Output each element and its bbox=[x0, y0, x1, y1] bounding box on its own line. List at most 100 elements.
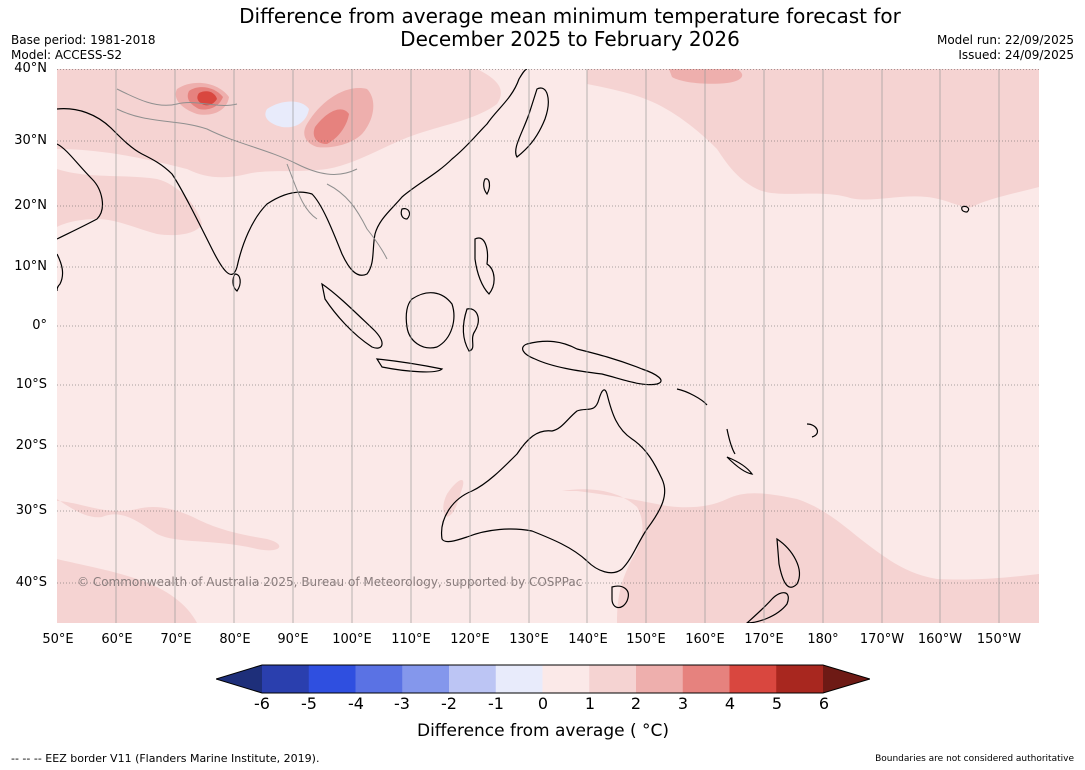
lon-label-160w: 160°W bbox=[917, 632, 963, 647]
legend-segment-below-min bbox=[216, 665, 262, 693]
lon-label-160e: 160°E bbox=[685, 632, 725, 647]
border-central-asia bbox=[116, 88, 238, 106]
lat-label-20s: 20°S bbox=[15, 438, 47, 453]
legend-segment bbox=[495, 665, 543, 693]
new-caledonia-outline bbox=[726, 456, 754, 475]
lon-label-120e: 120°E bbox=[450, 632, 490, 647]
legend-segment bbox=[776, 665, 824, 693]
anomaly-area-north-pacific-patch bbox=[669, 69, 743, 84]
lon-label-130e: 130°E bbox=[509, 632, 549, 647]
lat-label-10n: 10°N bbox=[14, 259, 47, 274]
legend-segment-above-max bbox=[823, 665, 870, 693]
lon-label-60e: 60°E bbox=[101, 632, 133, 647]
lon-label-70e: 70°E bbox=[160, 632, 192, 647]
legend-title: Difference from average ( °C) bbox=[416, 721, 670, 741]
coastlines bbox=[57, 69, 970, 623]
base-period: Base period: 1981-2018 bbox=[11, 33, 156, 47]
lon-label-90e: 90°E bbox=[277, 632, 309, 647]
lon-label-150e: 150°E bbox=[626, 632, 666, 647]
meta-left: Base period: 1981-2018 Model: ACCESS-S2 bbox=[11, 33, 156, 63]
border-india-myanmar bbox=[286, 163, 318, 220]
sri-lanka-outline bbox=[232, 273, 241, 292]
country-borders bbox=[116, 88, 388, 260]
lat-label-40s: 40°S bbox=[15, 575, 47, 590]
title-line-2: December 2025 to February 2026 bbox=[400, 27, 740, 51]
lon-label-170e: 170°E bbox=[744, 632, 784, 647]
meta-right: Model run: 22/09/2025 Issued: 24/09/2025 bbox=[937, 33, 1074, 63]
japan-outline bbox=[515, 87, 549, 158]
africa-outline bbox=[57, 253, 64, 292]
lon-label-50e: 50°E bbox=[42, 632, 74, 647]
border-himalaya bbox=[116, 108, 358, 175]
legend-tick: 1 bbox=[584, 694, 596, 713]
lon-label-140e: 140°E bbox=[568, 632, 608, 647]
sumatra-outline bbox=[321, 282, 383, 349]
lat-label-40n: 40°N bbox=[14, 61, 47, 76]
java-outline bbox=[375, 358, 444, 373]
new-zealand-south bbox=[746, 592, 789, 623]
lat-label-30s: 30°S bbox=[15, 503, 47, 518]
legend-tick: 3 bbox=[677, 694, 689, 713]
legend-tick: 2 bbox=[630, 694, 642, 713]
anomaly-area-india bbox=[57, 169, 202, 236]
issued-date: Issued: 24/09/2025 bbox=[958, 48, 1074, 62]
lat-label-0: 0° bbox=[32, 318, 47, 333]
solomon-islands bbox=[676, 388, 708, 406]
legend-segment bbox=[449, 665, 497, 693]
legend-segments bbox=[216, 665, 870, 693]
legend-segment bbox=[636, 665, 684, 693]
legend-tick: 4 bbox=[724, 694, 736, 713]
anomaly-area-north-pacific bbox=[587, 69, 1039, 208]
legend-segment bbox=[682, 665, 730, 693]
lon-label-80e: 80°E bbox=[219, 632, 251, 647]
arabia-outline bbox=[57, 143, 104, 240]
lat-label-10s: 10°S bbox=[15, 377, 47, 392]
legend-tick: 6 bbox=[818, 694, 830, 713]
eez-footnote: -- -- -- EEZ border V11 (Flanders Marine… bbox=[11, 752, 320, 765]
anomaly-areas bbox=[57, 69, 1039, 623]
lat-label-30n: 30°N bbox=[14, 133, 47, 148]
legend-tick: -1 bbox=[488, 694, 504, 713]
legend-segment bbox=[355, 665, 403, 693]
legend-segment bbox=[589, 665, 637, 693]
chart-title: Difference from average mean minimum tem… bbox=[0, 5, 1085, 51]
taiwan-outline bbox=[483, 178, 491, 196]
vanuatu-islands bbox=[726, 428, 736, 455]
legend-segment bbox=[542, 665, 590, 693]
sulawesi-outline bbox=[462, 308, 479, 352]
legend-segment bbox=[729, 665, 777, 693]
new-guinea-outline bbox=[522, 340, 662, 386]
anomaly-area-south-west-pacific bbox=[562, 489, 1039, 623]
boundary-disclaimer: Boundaries are not considered authoritat… bbox=[875, 754, 1074, 764]
forecast-map: © Commonwealth of Australia 2025, Bureau… bbox=[57, 69, 1039, 623]
fiji-islands bbox=[806, 423, 819, 438]
legend-segment bbox=[402, 665, 450, 693]
lat-label-20n: 20°N bbox=[14, 198, 47, 213]
legend-tick: -3 bbox=[394, 694, 410, 713]
anomaly-area-cool bbox=[265, 101, 309, 128]
lon-label-100e: 100°E bbox=[332, 632, 372, 647]
legend-segment bbox=[308, 665, 356, 693]
lon-label-170w: 170°W bbox=[859, 632, 905, 647]
copyright-text: © Commonwealth of Australia 2025, Bureau… bbox=[77, 575, 582, 589]
borneo-outline bbox=[405, 292, 455, 349]
hawaii-outline bbox=[961, 205, 970, 213]
philippines-outline bbox=[474, 237, 495, 295]
legend-colorbar bbox=[216, 664, 870, 694]
lon-label-150w: 150°W bbox=[976, 632, 1022, 647]
anomaly-area-tibet-core bbox=[313, 109, 349, 144]
border-indochina bbox=[326, 183, 388, 260]
new-zealand-north bbox=[776, 537, 800, 588]
legend-tick: -5 bbox=[301, 694, 317, 713]
legend-tick: -2 bbox=[441, 694, 457, 713]
legend-tick: 5 bbox=[771, 694, 783, 713]
model-run: Model run: 22/09/2025 bbox=[936, 33, 1074, 47]
model-name: Model: ACCESS-S2 bbox=[11, 48, 123, 62]
lon-label-110e: 110°E bbox=[391, 632, 431, 647]
legend-border bbox=[216, 664, 870, 694]
australia-outline bbox=[440, 389, 666, 574]
legend-segment bbox=[262, 665, 310, 693]
anomaly-area-west-australia bbox=[443, 479, 464, 517]
legend-tick: -6 bbox=[254, 694, 270, 713]
asia-mainland-outline bbox=[57, 69, 528, 276]
